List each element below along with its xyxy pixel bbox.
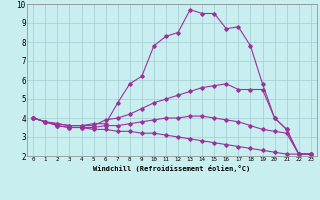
X-axis label: Windchill (Refroidissement éolien,°C): Windchill (Refroidissement éolien,°C)	[93, 165, 251, 172]
